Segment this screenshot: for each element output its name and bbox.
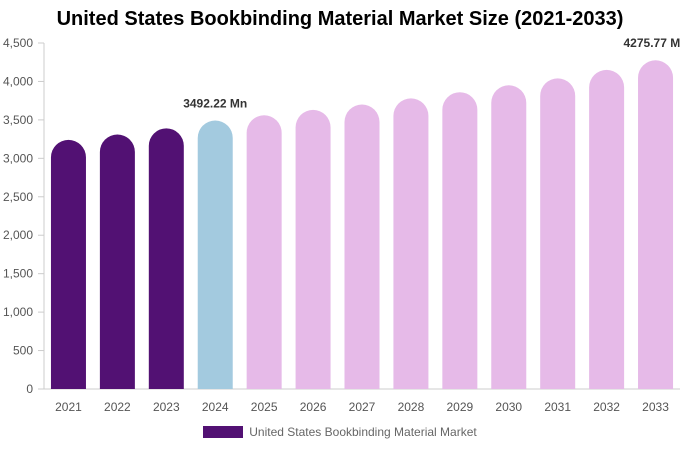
y-tick-label: 3,500 xyxy=(3,113,33,127)
y-tick-label: 4,500 xyxy=(3,36,33,50)
y-tick-label: 1,000 xyxy=(3,305,33,319)
x-tick-label: 2031 xyxy=(544,400,571,414)
bar-2024 xyxy=(197,120,233,390)
bar-2027 xyxy=(344,104,380,389)
bar-2023 xyxy=(148,128,184,389)
chart-title: United States Bookbinding Material Marke… xyxy=(56,8,624,30)
bar-chart: 0 500 1,000 1,500 2,000 2,500 3,000 3,500 4,000 4… xyxy=(3,36,680,414)
x-tick-label: 2030 xyxy=(495,400,522,414)
y-tick-label: 3,000 xyxy=(3,151,33,165)
x-tick-label: 2033 xyxy=(642,400,669,414)
bar-2030 xyxy=(491,85,527,390)
x-tick-label: 2026 xyxy=(300,400,327,414)
bars xyxy=(50,60,674,390)
y-tick-label: 2,500 xyxy=(3,190,33,204)
y-tick-label: 0 xyxy=(26,382,33,396)
y-tick-label: 4,000 xyxy=(3,74,33,88)
x-tick-label: 2029 xyxy=(446,400,473,414)
x-tick-label: 2024 xyxy=(202,400,229,414)
x-tick-label: 2023 xyxy=(153,400,180,414)
legend: United States Bookbinding Material Marke… xyxy=(0,425,680,439)
x-axis: 2021 2022 2023 2024 2025 2026 2027 2028 2029 2030… xyxy=(44,388,680,414)
x-tick-label: 2027 xyxy=(349,400,376,414)
legend-swatch xyxy=(203,426,244,438)
bar-2025 xyxy=(246,115,282,389)
bar-2033 xyxy=(638,60,674,390)
data-label-2033: 4275.77 Mn xyxy=(624,36,680,50)
bar-2032 xyxy=(589,69,625,390)
x-tick-label: 2028 xyxy=(398,400,425,414)
bar-2031 xyxy=(540,78,576,389)
bar-2022 xyxy=(99,134,135,389)
x-tick-label: 2025 xyxy=(251,400,278,414)
legend-label: United States Bookbinding Material Marke… xyxy=(249,425,477,439)
x-tick-label: 2021 xyxy=(55,400,82,414)
bar-2029 xyxy=(442,92,478,389)
data-labels: 3492.22 Mn 4275.77 Mn xyxy=(183,36,680,110)
bar-2021 xyxy=(50,139,86,389)
bar-2028 xyxy=(393,98,429,390)
bar-2026 xyxy=(295,109,331,389)
y-tick-label: 2,000 xyxy=(3,228,33,242)
y-tick-label: 1,500 xyxy=(3,267,33,281)
x-tick-label: 2022 xyxy=(104,400,131,414)
y-tick-label: 500 xyxy=(13,344,33,358)
data-label-2024: 3492.22 Mn xyxy=(183,96,247,110)
y-axis: 0 500 1,000 1,500 2,000 2,500 3,000 3,500 4,000 4… xyxy=(3,36,45,396)
x-tick-label: 2032 xyxy=(593,400,620,414)
